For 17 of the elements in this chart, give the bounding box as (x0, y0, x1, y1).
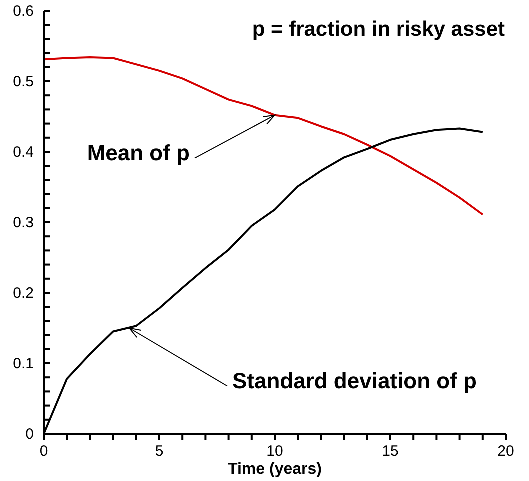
chart-title: p = fraction in risky asset (252, 18, 506, 41)
x-tick-label: 10 (266, 443, 284, 460)
annotation: Mean of p (87, 140, 190, 166)
y-tick-label: 0.1 (13, 356, 34, 372)
annotation: Standard deviation of p (232, 368, 477, 394)
x-tick-label: 0 (40, 443, 48, 460)
x-tick-label: 5 (155, 443, 164, 460)
y-tick-label: 0.6 (13, 3, 34, 20)
x-tick-label: 15 (382, 443, 399, 460)
x-tick-label: 20 (498, 443, 514, 460)
y-tick-label: 0.2 (13, 285, 34, 302)
y-tick-label: 0.5 (13, 74, 34, 90)
y-tick-label: 0.3 (13, 214, 34, 232)
y-tick-label: 0.4 (13, 144, 34, 161)
x-axis-title: Time (years) (228, 461, 322, 478)
line-series (44, 56, 484, 216)
y-tick-label: 0 (26, 426, 34, 443)
